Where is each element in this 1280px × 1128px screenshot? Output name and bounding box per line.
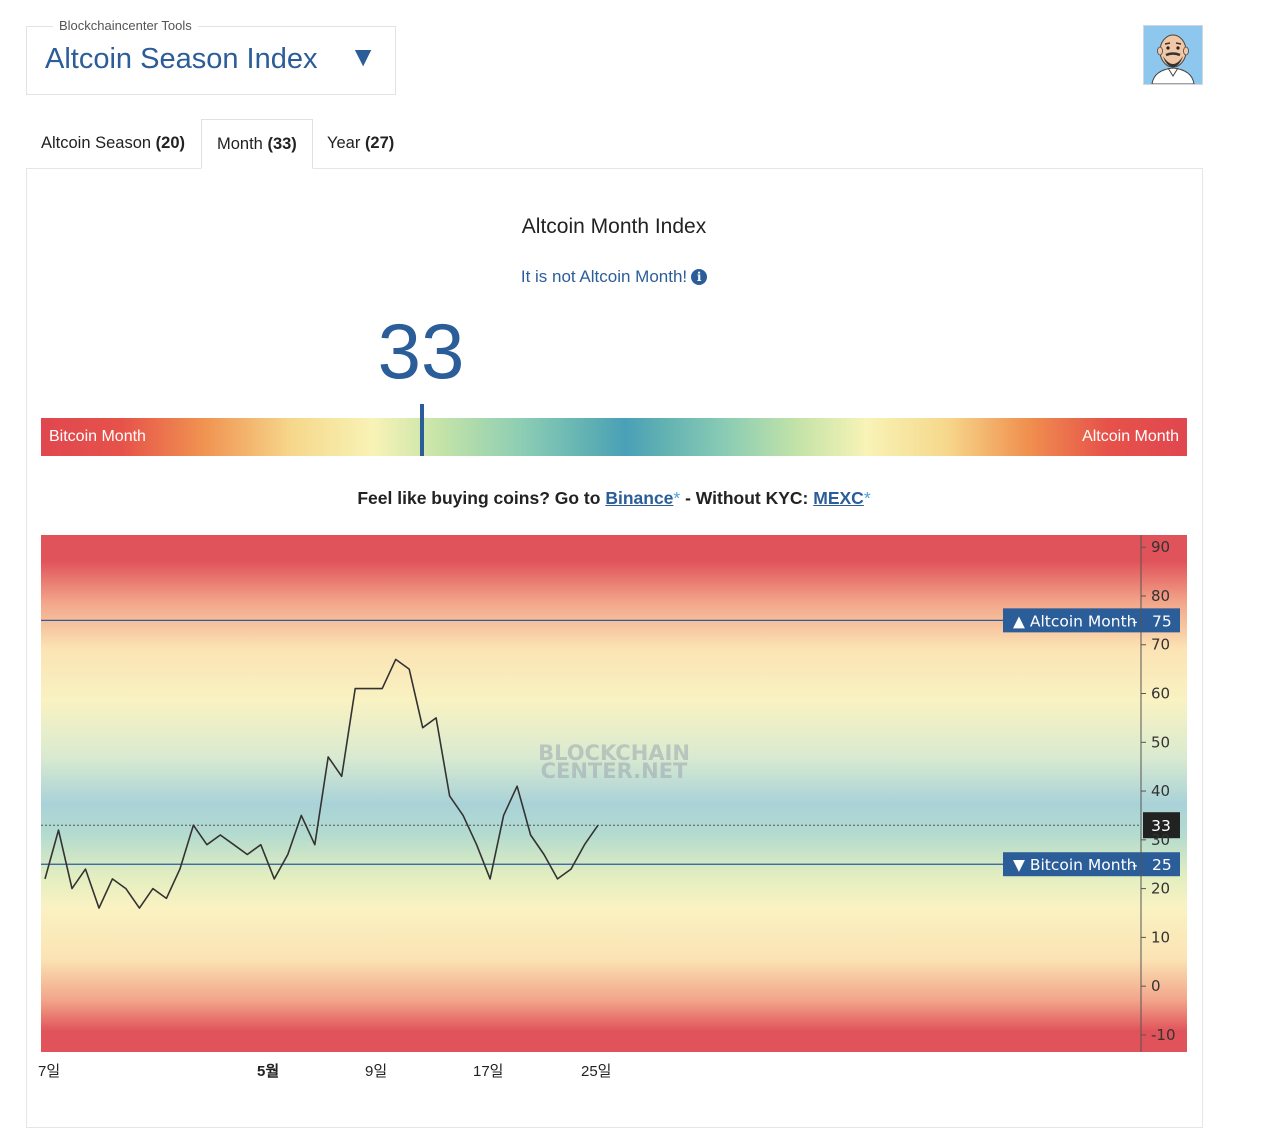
gauge-label-altcoin: Altcoin Month bbox=[1082, 428, 1179, 445]
current-value-label: 33 bbox=[1151, 817, 1171, 835]
binance-link[interactable]: Binance bbox=[605, 488, 674, 508]
tool-selector-title[interactable]: Altcoin Season Index bbox=[45, 43, 318, 75]
threshold-label-box bbox=[1003, 608, 1180, 633]
watermark-line-1: BLOCKCHAIN bbox=[538, 741, 690, 765]
y-tick-label: 60 bbox=[1151, 685, 1170, 703]
y-tick-label: 90 bbox=[1151, 538, 1170, 556]
tab-year[interactable]: Year (27) bbox=[312, 119, 409, 169]
gauge-label-bitcoin: Bitcoin Month bbox=[49, 428, 146, 445]
chart-x-axis: 7일 5월 9일 17일 25일 bbox=[0, 1060, 1280, 1084]
chart-background bbox=[41, 535, 1187, 1052]
tool-selector[interactable]: Blockchaincenter Tools Altcoin Season In… bbox=[26, 18, 396, 95]
watermark-line-2: CENTER.NET bbox=[541, 759, 688, 783]
tab-label: Altcoin Season bbox=[41, 134, 152, 152]
tab-bar: Altcoin Season (20) Month (33) Year (27) bbox=[26, 119, 1203, 169]
y-tick-label: 20 bbox=[1151, 880, 1170, 898]
promo-text-2: - Without KYC: bbox=[685, 488, 809, 508]
x-tick-label: 7일 bbox=[38, 1063, 61, 1080]
x-tick-label: 17일 bbox=[473, 1063, 504, 1080]
tab-label: Month bbox=[217, 135, 263, 153]
binance-asterisk: * bbox=[673, 488, 681, 508]
threshold-label: ▼ Bitcoin Month bbox=[1013, 856, 1137, 874]
caret-down-icon[interactable]: ▼ bbox=[349, 41, 377, 72]
threshold-value-label: 75 bbox=[1152, 612, 1172, 630]
mexc-asterisk: * bbox=[863, 488, 871, 508]
index-history-chart[interactable]: BLOCKCHAIN CENTER.NET ▲ Altcoin Month -75 ▼… bbox=[41, 535, 1187, 1052]
tab-label: Year bbox=[327, 134, 361, 152]
y-tick-label: 0 bbox=[1151, 977, 1161, 995]
tool-selector-caption: Blockchaincenter Tools bbox=[53, 18, 198, 33]
tab-count: (20) bbox=[155, 134, 186, 152]
tab-altcoin-season[interactable]: Altcoin Season (20) bbox=[26, 119, 200, 169]
x-tick-label: 5월 bbox=[257, 1063, 280, 1080]
threshold-label: ▲ Altcoin Month bbox=[1013, 612, 1136, 630]
promo-line: Feel like buying coins? Go to Binance* -… bbox=[0, 488, 1228, 509]
index-status: It is not Altcoin Month! i bbox=[0, 267, 1228, 287]
info-icon[interactable]: i bbox=[691, 269, 708, 285]
index-status-text: It is not Altcoin Month! bbox=[520, 267, 688, 286]
tab-count: (27) bbox=[364, 134, 395, 152]
threshold-sep: - bbox=[1132, 856, 1138, 874]
index-gauge: Bitcoin Month Altcoin Month bbox=[41, 418, 1187, 456]
threshold-label-box bbox=[1003, 852, 1180, 877]
x-tick-label: 9일 bbox=[365, 1063, 388, 1080]
y-tick-label: 40 bbox=[1151, 782, 1170, 800]
y-tick-label: -10 bbox=[1151, 1026, 1176, 1044]
threshold-sep: - bbox=[1132, 612, 1138, 630]
mexc-link[interactable]: MEXC bbox=[813, 488, 864, 508]
gauge-marker bbox=[420, 404, 424, 456]
tab-count: (33) bbox=[267, 135, 297, 153]
current-value-box bbox=[1143, 812, 1180, 839]
avatar[interactable] bbox=[1143, 25, 1203, 85]
y-tick-label: 50 bbox=[1151, 733, 1170, 751]
threshold-value-label: 25 bbox=[1152, 856, 1172, 874]
y-tick-label: 30 bbox=[1151, 831, 1170, 849]
index-title: Altcoin Month Index bbox=[521, 215, 707, 238]
y-tick-label: 80 bbox=[1151, 587, 1170, 605]
x-tick-label: 25일 bbox=[581, 1063, 612, 1080]
promo-text-1: Feel like buying coins? Go to bbox=[357, 488, 601, 508]
y-tick-label: 10 bbox=[1151, 928, 1170, 946]
y-tick-label: 70 bbox=[1151, 636, 1170, 654]
index-value: 33 bbox=[377, 307, 465, 395]
series-line bbox=[44, 658, 599, 909]
tab-month[interactable]: Month (33) bbox=[201, 119, 313, 169]
